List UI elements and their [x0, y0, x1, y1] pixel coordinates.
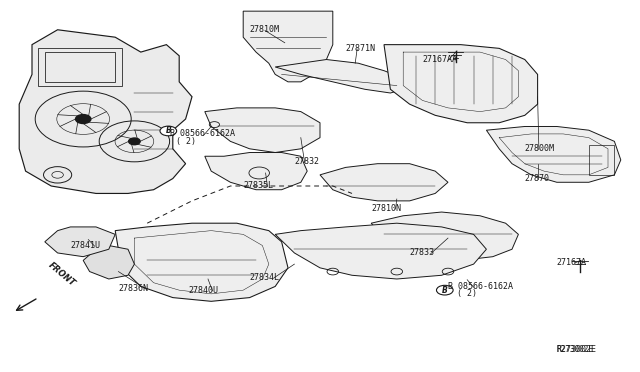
- Text: ( 2): ( 2): [457, 289, 477, 298]
- Text: R273002E: R273002E: [557, 345, 596, 354]
- Text: 27167A: 27167A: [557, 258, 587, 267]
- Polygon shape: [205, 153, 307, 190]
- Text: B 08566-6162A: B 08566-6162A: [448, 282, 513, 291]
- Text: 27810N: 27810N: [371, 204, 401, 213]
- Polygon shape: [486, 126, 621, 182]
- Text: 27871N: 27871N: [346, 44, 376, 53]
- Circle shape: [129, 138, 140, 145]
- Text: 27810M: 27810M: [250, 25, 280, 34]
- Polygon shape: [205, 108, 320, 153]
- Polygon shape: [19, 30, 192, 193]
- Text: 27835L: 27835L: [243, 182, 273, 190]
- Polygon shape: [371, 212, 518, 260]
- Polygon shape: [83, 246, 134, 279]
- Text: 27833: 27833: [410, 248, 435, 257]
- Bar: [45, 52, 115, 82]
- Text: FRONT: FRONT: [46, 261, 76, 288]
- Polygon shape: [384, 45, 538, 123]
- Circle shape: [436, 285, 453, 295]
- Text: B 08566-6162A: B 08566-6162A: [170, 129, 235, 138]
- Text: B: B: [442, 286, 448, 295]
- Polygon shape: [115, 223, 288, 301]
- Circle shape: [76, 115, 91, 124]
- Text: 27834L: 27834L: [250, 273, 280, 282]
- Circle shape: [160, 126, 177, 136]
- Polygon shape: [243, 11, 333, 82]
- Text: 27840U: 27840U: [189, 286, 219, 295]
- Bar: [38, 48, 122, 86]
- Polygon shape: [275, 60, 403, 93]
- Polygon shape: [45, 227, 115, 257]
- Text: B: B: [165, 126, 172, 135]
- Text: R273002E: R273002E: [557, 345, 594, 354]
- Text: 27841U: 27841U: [70, 241, 100, 250]
- Text: 27836N: 27836N: [118, 284, 148, 293]
- Text: ( 2): ( 2): [176, 137, 196, 146]
- Polygon shape: [275, 223, 486, 279]
- Polygon shape: [320, 164, 448, 201]
- Text: 27167AA: 27167AA: [422, 55, 458, 64]
- Bar: [589, 145, 614, 175]
- Text: 27832: 27832: [294, 157, 319, 166]
- Text: 27800M: 27800M: [525, 144, 555, 153]
- Text: 27870: 27870: [525, 174, 550, 183]
